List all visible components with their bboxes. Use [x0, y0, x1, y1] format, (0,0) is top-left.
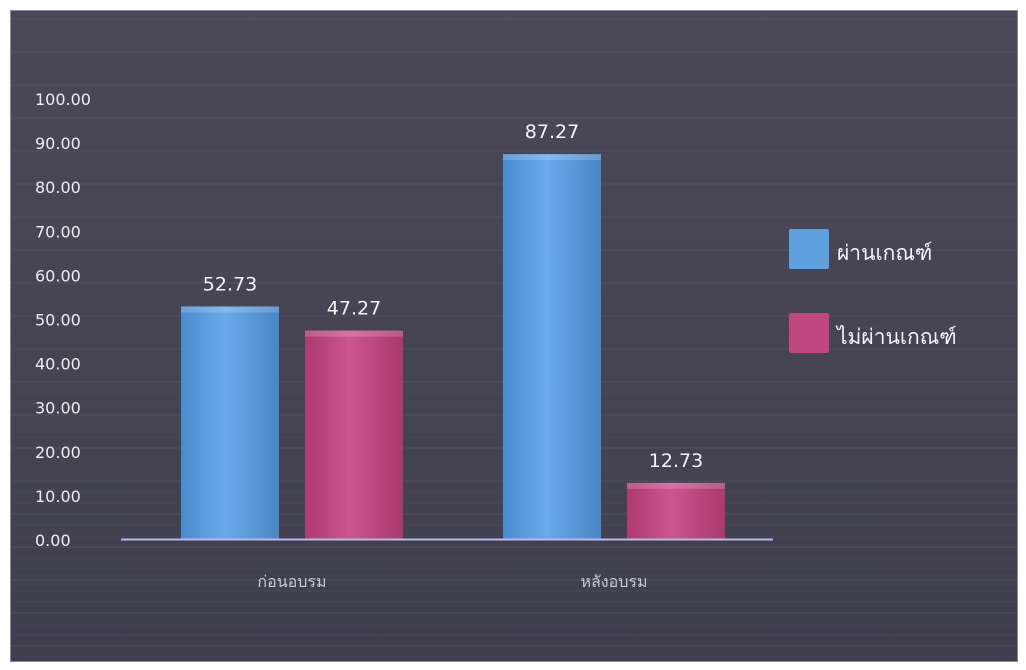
y-axis: 0.00 10.00 20.00 30.00 40.00 50.00 60.00 70.00 8… [35, 90, 91, 550]
bar-pass-before-highlight [181, 306, 279, 313]
legend-label-pass: ผ่านเกณฑ์ [837, 241, 933, 265]
y-tick-label: 0.00 [35, 531, 71, 550]
y-tick-label: 10.00 [35, 487, 81, 506]
y-tick-label: 50.00 [35, 311, 81, 330]
legend-swatch-fail [789, 313, 829, 353]
y-tick-label: 60.00 [35, 266, 81, 285]
legend-swatch-pass [789, 229, 829, 269]
y-tick-label: 40.00 [35, 355, 81, 374]
bar-fail-after [627, 482, 725, 539]
y-tick-label: 80.00 [35, 178, 81, 197]
bar-pass-after [503, 154, 601, 540]
legend-label-fail: ไม่ผ่านเกณฑ์ [837, 325, 957, 349]
data-label-fail-before: 47.27 [327, 298, 381, 320]
x-axis: ก่อนอบรม หลังอบรม [121, 538, 773, 591]
bars-group [181, 154, 725, 540]
bar-pass-after-highlight [503, 154, 601, 161]
data-label-pass-after: 87.27 [525, 121, 579, 143]
bar-fail-before [305, 330, 403, 539]
bar-fail-before-highlight [305, 330, 403, 337]
y-tick-label: 90.00 [35, 134, 81, 153]
x-tick-label: หลังอบรม [580, 572, 647, 591]
chart-panel: 52.73 47.27 87.27 12.73 0.00 10.00 20.00 30.00… [10, 10, 1018, 662]
data-label-fail-after: 12.73 [649, 450, 703, 472]
data-label-pass-before: 52.73 [203, 273, 257, 295]
data-labels-group: 52.73 47.27 87.27 12.73 [203, 121, 703, 472]
x-tick-label: ก่อนอบรม [257, 572, 326, 591]
y-tick-label: 30.00 [35, 399, 81, 418]
y-tick-label: 70.00 [35, 222, 81, 241]
bar-chart: 52.73 47.27 87.27 12.73 0.00 10.00 20.00 30.00… [11, 18, 1017, 658]
y-tick-label: 100.00 [35, 90, 91, 109]
bar-pass-before [181, 306, 279, 539]
bar-fail-after-highlight [627, 482, 725, 489]
y-tick-label: 20.00 [35, 443, 81, 462]
